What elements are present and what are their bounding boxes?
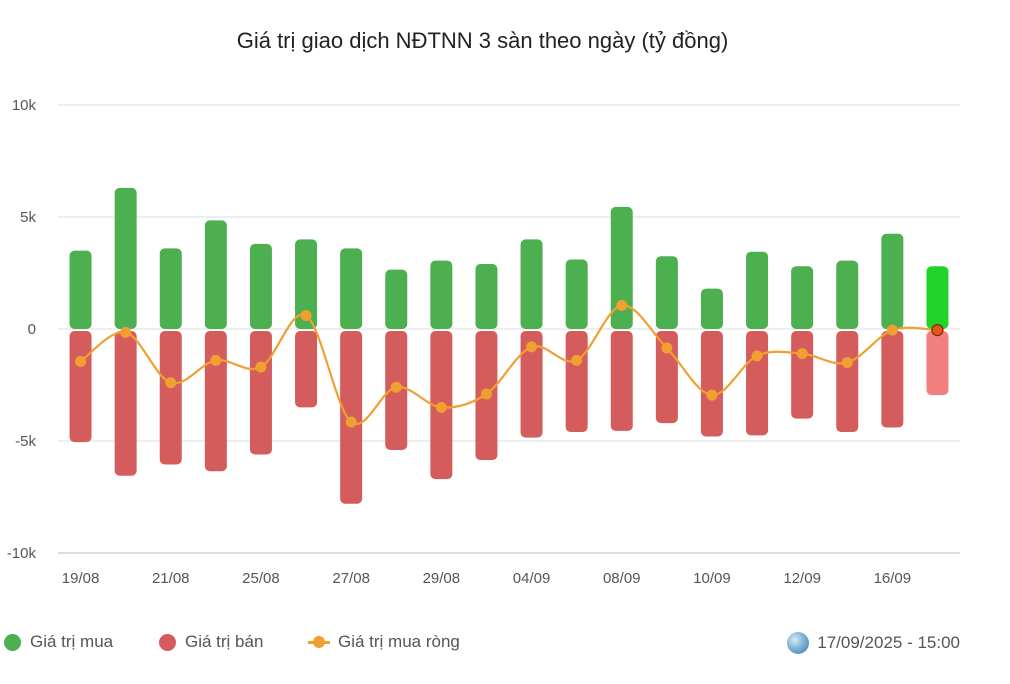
net-point[interactable] <box>480 388 492 400</box>
x-tick-label: 27/08 <box>332 570 370 587</box>
buy-bar[interactable] <box>385 269 408 329</box>
sell-bar[interactable] <box>610 331 633 431</box>
chart-plot: 10k 5k 0 -5k -10k 19/08 21/08 25/08 27/08 29/08 0… <box>7 97 960 587</box>
y-tick-label: 10k <box>12 97 37 114</box>
timestamp: 17/09/2025 - 15:00 <box>787 632 960 654</box>
net-line-path <box>79 304 938 426</box>
net-point[interactable] <box>706 389 718 401</box>
buy-bar[interactable] <box>565 259 588 329</box>
x-tick-label: 04/09 <box>513 570 551 587</box>
legend-item-net[interactable]: Giá trị mua ròng <box>308 632 460 652</box>
net-point[interactable] <box>300 310 312 322</box>
buy-bar[interactable] <box>249 243 272 329</box>
sell-bar[interactable] <box>295 331 318 408</box>
x-tick-label: 10/09 <box>693 570 731 587</box>
grid-lines <box>58 104 960 554</box>
globe-icon <box>787 632 810 654</box>
legend-sell-label: Giá trị bán <box>185 632 264 651</box>
buy-bars <box>69 187 949 329</box>
buy-bar[interactable] <box>881 233 904 329</box>
y-tick-label: 0 <box>28 321 36 338</box>
net-point[interactable] <box>841 357 853 369</box>
buy-bar[interactable] <box>926 266 949 329</box>
y-axis-ticks: 10k 5k 0 -5k -10k <box>7 97 37 562</box>
buy-bar[interactable] <box>610 206 633 329</box>
buy-bar[interactable] <box>295 239 318 329</box>
buy-bar[interactable] <box>791 266 814 329</box>
x-tick-label: 21/08 <box>152 570 190 587</box>
buy-bar[interactable] <box>204 220 227 329</box>
sell-bars <box>69 331 949 504</box>
legend-item-sell[interactable]: Giá trị bán <box>159 632 263 652</box>
net-point[interactable] <box>571 354 583 366</box>
timestamp-text: 17/09/2025 - 15:00 <box>817 633 960 652</box>
buy-bar[interactable] <box>430 260 453 329</box>
net-point[interactable] <box>886 324 898 336</box>
legend-buy-label: Giá trị mua <box>30 632 114 651</box>
buy-bar[interactable] <box>159 248 182 329</box>
net-point[interactable] <box>165 377 177 389</box>
net-point[interactable] <box>616 299 628 311</box>
x-tick-label: 16/09 <box>874 570 912 587</box>
legend-sell-swatch <box>159 633 176 651</box>
buy-bar[interactable] <box>475 264 498 329</box>
sell-bar[interactable] <box>159 331 182 465</box>
sell-bar[interactable] <box>926 331 949 396</box>
net-line <box>75 299 944 428</box>
sell-bar[interactable] <box>881 331 904 428</box>
buy-bar[interactable] <box>700 288 723 329</box>
legend-item-buy[interactable]: Giá trị mua <box>4 632 113 652</box>
net-point[interactable] <box>796 348 808 360</box>
sell-bar[interactable] <box>746 331 769 436</box>
x-tick-label: 12/09 <box>783 570 821 587</box>
sell-bar[interactable] <box>700 331 723 437</box>
y-tick-label: -10k <box>7 545 37 562</box>
net-point[interactable] <box>751 350 763 362</box>
net-point[interactable] <box>120 326 132 338</box>
buy-bar[interactable] <box>69 250 92 329</box>
x-tick-label: 19/08 <box>62 570 100 587</box>
sell-bar[interactable] <box>69 331 92 443</box>
legend-buy-swatch <box>4 633 21 651</box>
buy-bar[interactable] <box>520 239 543 329</box>
net-point[interactable] <box>931 324 944 337</box>
net-point[interactable] <box>661 342 673 354</box>
x-axis-ticks: 19/08 21/08 25/08 27/08 29/08 04/09 08/09 10/09… <box>62 570 911 587</box>
net-point[interactable] <box>255 361 267 373</box>
sell-bar[interactable] <box>249 331 272 455</box>
legend-net-swatch <box>308 634 330 651</box>
buy-bar[interactable] <box>340 248 363 329</box>
chart-title: Giá trị giao dịch NĐTNN 3 sàn theo ngày … <box>236 28 729 53</box>
buy-bar[interactable] <box>746 251 769 329</box>
sell-bar[interactable] <box>565 331 588 433</box>
legend-net-label: Giá trị mua ròng <box>338 632 460 651</box>
x-tick-label: 29/08 <box>423 570 461 587</box>
sell-bar[interactable] <box>204 331 227 472</box>
net-point[interactable] <box>390 381 402 393</box>
net-point[interactable] <box>345 416 357 428</box>
buy-bar[interactable] <box>114 187 137 329</box>
sell-bar[interactable] <box>791 331 814 419</box>
sell-bar[interactable] <box>114 331 137 476</box>
net-point[interactable] <box>75 355 87 367</box>
sell-bar[interactable] <box>520 331 543 438</box>
net-point[interactable] <box>526 341 538 353</box>
net-point[interactable] <box>210 354 222 366</box>
buy-bar[interactable] <box>655 256 678 329</box>
buy-bar[interactable] <box>836 260 859 329</box>
x-tick-label: 25/08 <box>242 570 280 587</box>
y-tick-label: -5k <box>15 433 36 450</box>
net-point[interactable] <box>435 401 447 413</box>
y-tick-label: 5k <box>20 209 36 226</box>
x-tick-label: 08/09 <box>603 570 641 587</box>
sell-bar[interactable] <box>836 331 859 433</box>
